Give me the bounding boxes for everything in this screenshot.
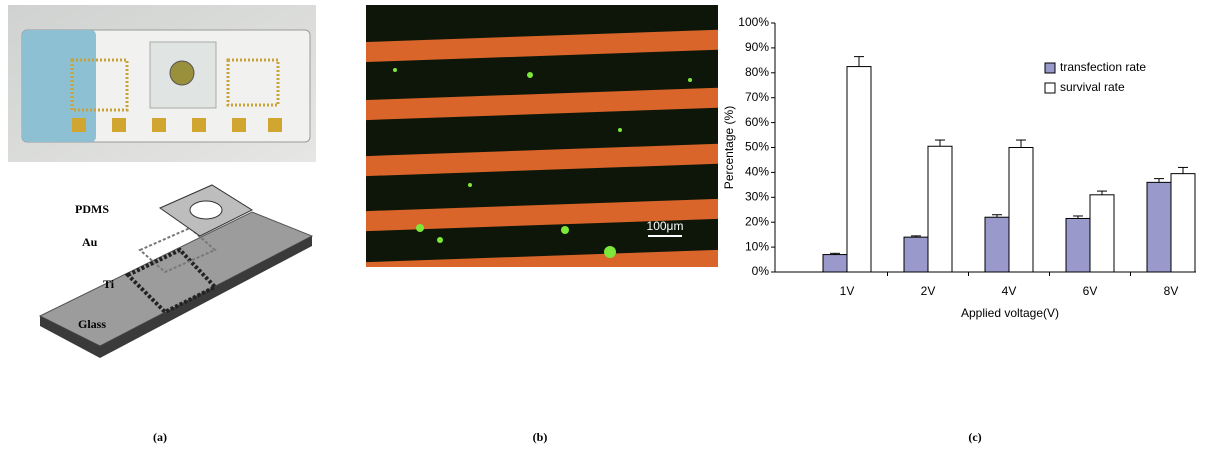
y-tick-label: 90% [745,40,769,54]
x-tick-label: 2V [921,284,936,298]
device-diagram: PDMS Au Ti Glass [38,184,314,358]
bar [903,236,929,273]
x-tick-label: 8V [1164,284,1179,298]
bar [822,254,848,273]
legend-swatch [1044,82,1056,94]
panel-label: (b) [533,430,548,444]
bar [1089,194,1115,273]
bar [1008,147,1034,273]
y-tick-label: 70% [745,90,769,104]
y-tick-label: 20% [745,214,769,228]
panel-label: (c) [968,430,981,444]
micrograph: 100μm [366,5,718,267]
device-photo [8,5,316,162]
bar [846,66,872,273]
y-tick-label: 40% [745,165,769,179]
diagram-label: PDMS [75,202,109,216]
diagram-label: Ti [103,277,115,291]
panel-label: (a) [153,430,167,444]
legend-swatch [1044,62,1056,74]
y-tick-label: 80% [745,65,769,79]
y-axis-label: Percentage (%) [722,106,736,189]
diagram-label: Au [82,235,98,249]
y-tick-label: 10% [745,239,769,253]
y-tick-label: 0% [752,264,770,278]
bar [1065,217,1091,273]
x-tick-label: 4V [1002,284,1017,298]
y-tick-label: 100% [738,15,769,29]
bar-chart: 0% 10% 20% 30% 40% 50% 60% 70% 80% 90% 100% Percent… [722,15,1196,320]
bar [1146,181,1172,273]
x-tick-label: 6V [1083,284,1098,298]
y-tick-label: 50% [745,140,769,154]
y-tick-label: 30% [745,189,769,203]
x-tick-label: 1V [840,284,855,298]
bar [1170,173,1196,273]
legend-label: transfection rate [1060,60,1146,74]
x-axis-label: Applied voltage(V) [961,306,1059,320]
legend-label: survival rate [1060,80,1125,94]
diagram-label: Glass [78,317,106,331]
scale-bar-label: 100μm [647,219,684,233]
bar [984,216,1010,273]
bar [927,145,953,273]
y-tick-label: 60% [745,115,769,129]
